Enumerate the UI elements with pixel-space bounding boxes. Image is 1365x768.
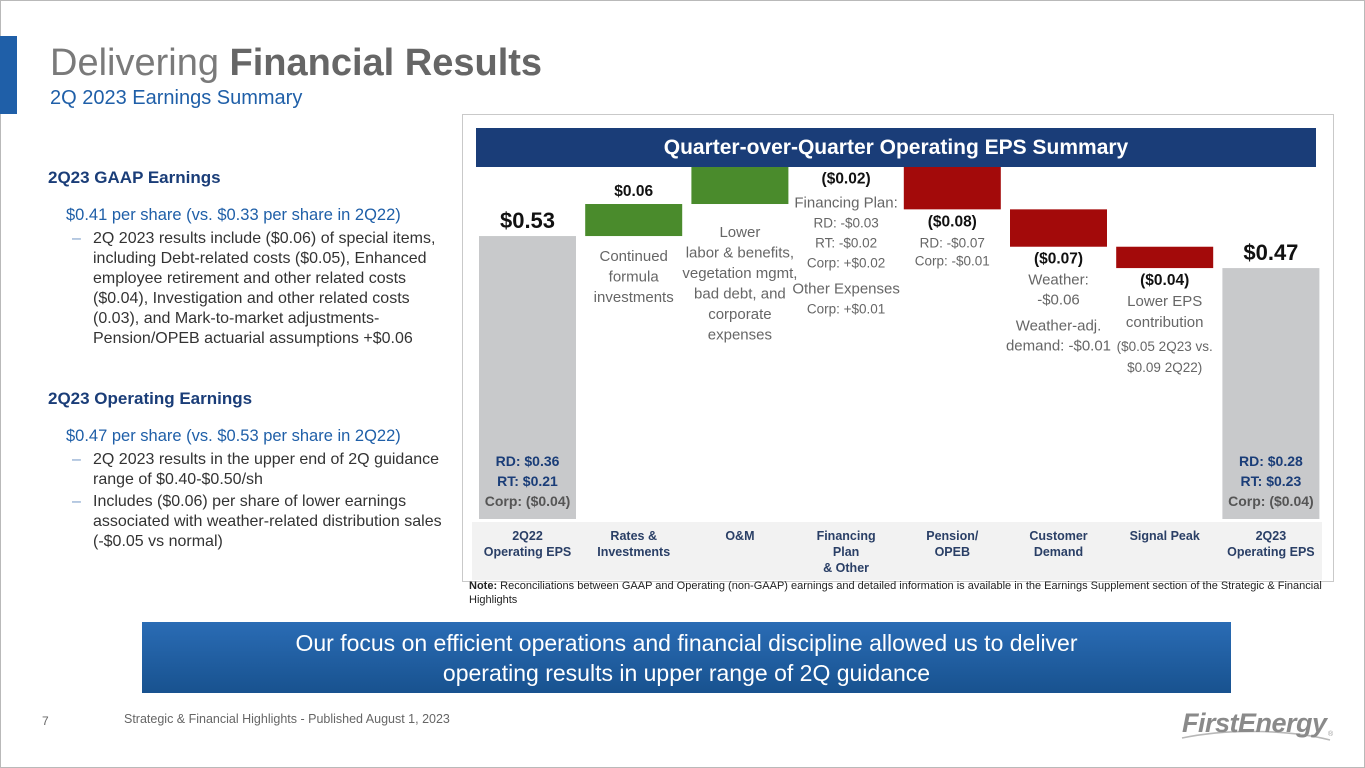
value-label-7: $0.47 [1243,240,1298,265]
value-label-0: $0.53 [500,208,555,233]
bar-note-1-2: investments [594,289,674,306]
value-label-4: ($0.08) [928,213,977,230]
category-label-7-0: 2Q23 [1256,529,1287,543]
bar-note-1-0: Continued [600,248,668,265]
bar-note-2-1: labor & benefits, [686,245,794,262]
bar-inside-label-0-2: Corp: ($0.04) [485,493,571,509]
bar-note-1-1: formula [609,269,660,286]
bar-note-2-3: bad debt, and [694,286,786,303]
logo-swoosh [1181,730,1331,741]
category-label-1-0: Rates & [610,529,657,543]
banner-line-1: Our focus on efficient operations and fi… [295,630,1078,656]
bar-note-5-3: demand: -$0.01 [1006,338,1111,355]
bar-note-6-2: ($0.05 2Q23 vs. [1117,339,1213,354]
category-label-0-1: Operating EPS [484,545,572,559]
list-item: 2Q 2023 results include ($0.06) of speci… [72,229,448,349]
bar-note-6-0: Lower EPS [1127,293,1202,310]
bar-note-4-0: RD: -$0.07 [920,235,985,250]
bar-note-3-5: Corp: +$0.01 [807,302,885,317]
bar-note-2-2: vegetation mgmt, [682,265,797,282]
value-label-1: $0.06 [614,183,653,200]
logo-text: FirstEnergy [1182,708,1329,738]
earnings-text-column: 2Q23 GAAP Earnings $0.41 per share (vs. … [48,168,448,554]
bar-note-2-0: Lower [719,224,760,241]
bar-note-3-4: Other Expenses [792,281,900,298]
footer-text: Strategic & Financial Highlights - Publi… [124,712,450,726]
bar-inside-label-0-0: RD: $0.36 [496,453,560,469]
list-item: 2Q 2023 results in the upper end of 2Q g… [72,450,448,490]
bar-note-5-1: -$0.06 [1037,292,1080,309]
bar-note-3-0: Financing Plan: [794,195,897,212]
operating-bullets: 2Q 2023 results in the upper end of 2Q g… [72,450,448,552]
category-axis-band [472,522,1322,580]
chart-panel [462,114,1334,582]
bar-6 [1116,246,1214,269]
category-label-5-0: Customer [1029,529,1087,543]
summary-banner: Our focus on efficient operations and fi… [142,622,1231,693]
bar-5 [1010,209,1107,247]
bar-note-3-3: Corp: +$0.02 [807,256,885,271]
page-title: Delivering Financial Results [50,42,543,84]
value-label-6: ($0.04) [1140,272,1189,289]
gaap-bullets: 2Q 2023 results include ($0.06) of speci… [72,229,448,349]
gaap-lead: $0.41 per share (vs. $0.33 per share in … [66,206,401,224]
value-label-5: ($0.07) [1034,251,1083,268]
bar-note-3-1: RD: -$0.03 [813,216,878,231]
bar-note-5-0: Weather: [1028,272,1089,289]
category-label-5-1: Demand [1034,545,1083,559]
category-label-1-1: Investments [597,545,670,559]
banner-line-2: operating results in upper range of 2Q g… [442,660,931,686]
category-label-3-1: Plan [833,545,859,559]
gaap-heading: 2Q23 GAAP Earnings [48,168,221,187]
category-label-2-0: O&M [725,529,754,543]
list-item: Includes ($0.06) per share of lower earn… [72,492,448,552]
eps-waterfall-chart: $0.53 RD: $0.36 RT: $0.21 Corp: ($0.04) 2Q22… [472,135,1322,580]
operating-lead: $0.47 per share (vs. $0.53 per share in … [66,427,401,445]
category-label-4-1: OPEB [935,545,970,559]
category-label-3-2: & Other [823,561,869,575]
operating-heading: 2Q23 Operating Earnings [48,389,253,408]
category-label-6-0: Signal Peak [1130,529,1200,543]
chart-header: Quarter-over-Quarter Operating EPS Summa… [476,128,1316,167]
bar-note-3-2: RT: -$0.02 [815,236,877,251]
bar-note-4-1: Corp: -$0.01 [915,253,990,268]
bar-note-6-1: contribution [1126,314,1204,331]
category-label-4-0: Pension/ [926,529,979,543]
bar-inside-label-7-2: Corp: ($0.04) [1228,493,1314,509]
category-label-0-0: 2Q22 [512,529,543,543]
bar-note-6-3: $0.09 2Q22) [1127,360,1202,375]
page-number: 7 [42,714,49,728]
category-label-3-0: Financing [817,529,876,543]
bar-note-2-4: corporate [708,306,771,323]
title-accent-bar [0,36,17,114]
chart-note: Note: Reconciliations between GAAP and O… [469,580,1322,606]
bar-note-2-5: expenses [708,327,772,344]
page-subtitle: 2Q 2023 Earnings Summary [50,87,303,109]
bar-4 [903,166,1001,210]
category-label-7-1: Operating EPS [1227,545,1315,559]
bar-7 [1222,268,1320,519]
bar-note-5-2: Weather-adj. [1016,318,1102,335]
bar-inside-label-7-1: RT: $0.23 [1241,473,1302,489]
value-label-3: ($0.02) [822,171,871,188]
bar-1 [585,204,683,237]
bar-0 [479,236,576,519]
bar-inside-label-7-0: RD: $0.28 [1239,453,1303,469]
bar-inside-label-0-1: RT: $0.21 [497,473,558,489]
logo-registered-mark: ® [1328,730,1334,738]
firstenergy-logo: FirstEnergy ® [1181,708,1334,741]
